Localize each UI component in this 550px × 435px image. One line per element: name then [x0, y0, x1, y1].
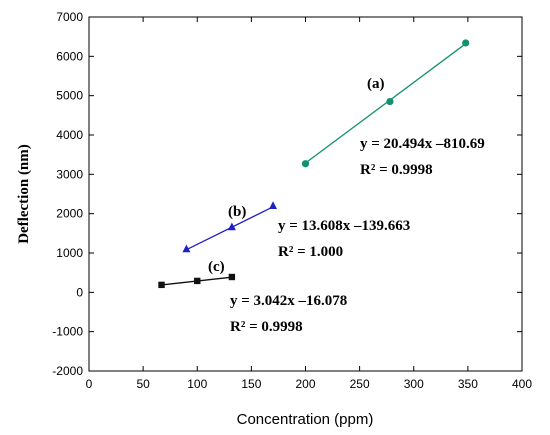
x-axis-ticks: 0 50 100 150 200 250 300 350 400: [86, 17, 532, 391]
r-squared-b: R² = 1.000: [278, 244, 343, 260]
y-axis-ticks: -2000 -1000 0 1000 2000 3000 4000 5000 6000 7000: [52, 10, 522, 378]
y-tick-label: -1000: [52, 325, 83, 339]
y-tick-label: 7000: [56, 10, 83, 24]
x-tick-label: 150: [241, 377, 261, 391]
y-tick-label: 1000: [56, 246, 83, 260]
y-tick-label: 2000: [56, 207, 83, 221]
equation-a: y = 20.494x –810.69: [360, 136, 485, 152]
y-tick-label: 5000: [56, 89, 83, 103]
y-tick-label: 0: [76, 285, 83, 299]
series-label-c: (c): [208, 259, 225, 275]
x-tick-label: 300: [404, 377, 424, 391]
data-point-c: [158, 281, 165, 289]
x-tick-label: 350: [458, 377, 478, 391]
data-point-b: [227, 222, 236, 231]
data-point-c: [228, 273, 236, 281]
data-point-b: [269, 201, 278, 209]
series-c: [158, 273, 236, 289]
data-point-a: [386, 97, 394, 106]
x-tick-label: 0: [86, 377, 93, 391]
data-point-c: [194, 277, 201, 285]
series-label-b: (b): [228, 204, 246, 220]
x-tick-label: 400: [512, 377, 532, 391]
data-point-a: [301, 160, 310, 168]
r-squared-a: R² = 0.9998: [360, 162, 433, 178]
y-tick-label: 3000: [56, 167, 83, 181]
x-axis-title: Concentration (ppm): [237, 411, 374, 428]
data-point-b: [182, 244, 191, 253]
x-tick-label: 100: [187, 377, 207, 391]
y-axis-title: Deflection (nm): [16, 144, 32, 244]
plot-frame: [88, 16, 523, 372]
series-label-a: (a): [367, 76, 385, 92]
x-tick-label: 200: [295, 377, 315, 391]
x-tick-label: 250: [350, 377, 370, 391]
y-tick-label: 6000: [56, 49, 83, 63]
series-a: [301, 39, 470, 168]
data-point-a: [462, 39, 470, 47]
r-squared-c: R² = 0.9998: [230, 319, 303, 335]
y-tick-label: -2000: [52, 364, 83, 378]
series-b: [182, 201, 278, 253]
fit-line-a: [305, 43, 467, 164]
series-layer: [158, 39, 470, 289]
y-tick-label: 4000: [56, 128, 83, 142]
x-tick-label: 50: [136, 377, 150, 391]
equation-b: y = 13.608x –139.663: [278, 218, 410, 234]
equation-c: y = 3.042x –16.078: [230, 293, 347, 309]
